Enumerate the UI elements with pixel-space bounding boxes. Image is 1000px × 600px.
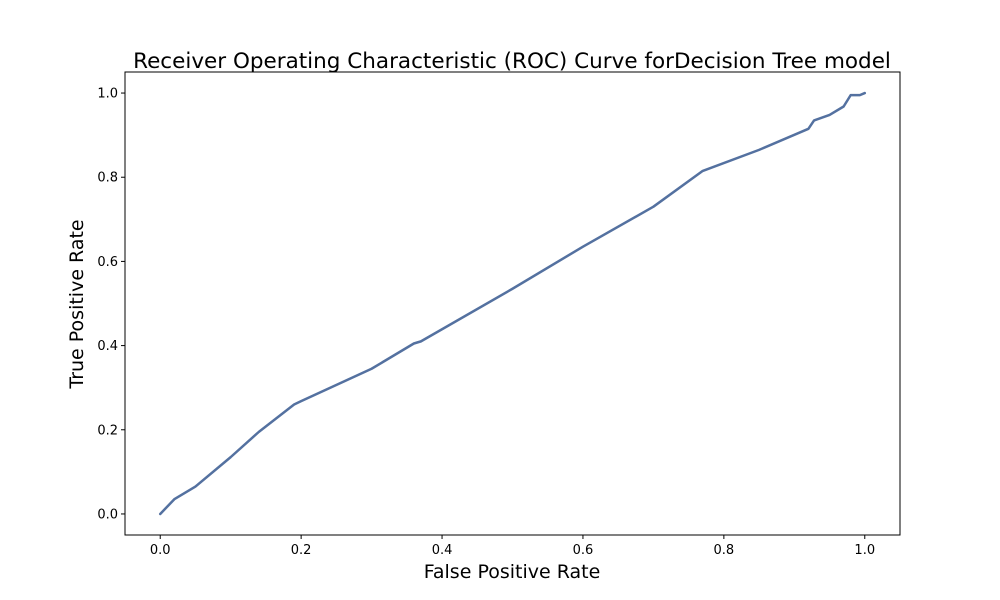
x-tick-label: 0.6 <box>573 543 594 558</box>
x-tick-label: 0.8 <box>714 543 735 558</box>
plot-frame <box>124 71 901 536</box>
y-tick-label: 0.4 <box>97 339 118 354</box>
y-tick-label: 0.2 <box>97 423 118 438</box>
roc-curve-line <box>158 91 867 516</box>
chart-title: Receiver Operating Characteristic (ROC) … <box>133 49 891 74</box>
y-axis-label: True Positive Rate <box>66 219 88 389</box>
y-tick-label: 0.6 <box>97 255 118 270</box>
y-tick-label: 0.0 <box>97 507 118 522</box>
y-tick-label: 1.0 <box>97 87 118 102</box>
x-tick-label: 0.4 <box>432 543 453 558</box>
x-tick-label: 1.0 <box>854 543 875 558</box>
plot-area: 0.0 0.2 0.4 0.6 0.8 1.0 0.0 0.2 0.4 0.6 0.8 1.0 <box>97 71 901 558</box>
x-tick-label: 0.2 <box>291 543 312 558</box>
x-axis-label: False Positive Rate <box>424 561 601 583</box>
y-tick-label: 0.8 <box>97 171 118 186</box>
x-tick-label: 0.0 <box>150 543 171 558</box>
